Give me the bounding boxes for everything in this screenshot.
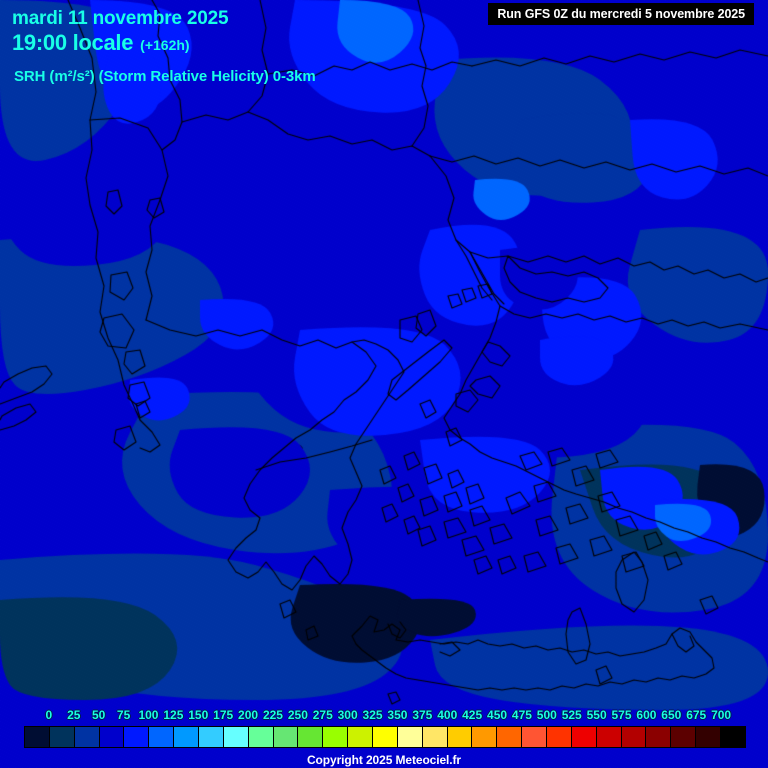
legend-swatch — [248, 727, 274, 747]
legend-tick: 575 — [611, 708, 632, 722]
forecast-time-row: 19:00 locale (+162h) — [12, 30, 190, 56]
color-scale-legend: 0 25 50 75 100 125 150 175 200 225 250 275 300 325 350… — [24, 708, 746, 748]
legend-swatch — [49, 727, 75, 747]
legend-tick: 475 — [511, 708, 532, 722]
legend-swatch — [174, 727, 200, 747]
legend-swatch — [422, 727, 448, 747]
copyright-label: Copyright 2025 Meteociel.fr — [306, 753, 461, 767]
legend-tick: 375 — [412, 708, 433, 722]
legend-swatch — [298, 727, 324, 747]
legend-swatch — [99, 727, 125, 747]
legend-tick: 50 — [92, 708, 106, 722]
legend-tick: 450 — [487, 708, 508, 722]
legend-swatch — [696, 727, 722, 747]
legend-tick: 275 — [312, 708, 333, 722]
model-run-banner: Run GFS 0Z du mercredi 5 novembre 2025 — [488, 3, 754, 25]
legend-tick: 525 — [561, 708, 582, 722]
legend-tick: 675 — [686, 708, 707, 722]
legend-swatch — [671, 727, 697, 747]
legend-swatch — [721, 727, 745, 747]
legend-swatch — [25, 727, 50, 747]
legend-color-bar — [24, 726, 746, 748]
legend-tick: 0 — [45, 708, 53, 722]
legend-swatch — [646, 727, 672, 747]
legend-tick: 700 — [711, 708, 732, 722]
forecast-offset-label: (+162h) — [140, 37, 190, 53]
legend-tick: 225 — [262, 708, 283, 722]
legend-tick: 400 — [437, 708, 458, 722]
legend-swatch — [323, 727, 349, 747]
legend-swatch — [397, 727, 423, 747]
legend-swatch — [621, 727, 647, 747]
legend-tick: 75 — [116, 708, 131, 722]
legend-tick: 500 — [536, 708, 557, 722]
legend-swatch — [497, 727, 523, 747]
legend-tick: 200 — [238, 708, 259, 722]
legend-tick: 25 — [67, 708, 81, 722]
legend-swatch — [348, 727, 374, 747]
legend-swatch — [447, 727, 473, 747]
legend-tick: 350 — [387, 708, 408, 722]
legend-swatch — [373, 727, 398, 747]
legend-tick: 100 — [138, 708, 159, 722]
legend-swatch — [223, 727, 249, 747]
forecast-time-label: 19:00 locale — [12, 30, 134, 55]
legend-tick-labels: 0 25 50 75 100 125 150 175 200 225 250 275 300 325 350… — [24, 708, 746, 726]
legend-swatch — [149, 727, 175, 747]
legend-swatch — [522, 727, 548, 747]
legend-tick: 175 — [213, 708, 234, 722]
legend-swatch — [74, 727, 100, 747]
legend-tick: 125 — [163, 708, 184, 722]
legend-tick: 300 — [337, 708, 358, 722]
legend-tick: 250 — [287, 708, 308, 722]
forecast-date-label: mardi 11 novembre 2025 — [12, 8, 229, 29]
legend-swatch — [124, 727, 150, 747]
legend-tick: 325 — [362, 708, 383, 722]
legend-swatch — [571, 727, 597, 747]
legend-swatch — [547, 727, 572, 747]
legend-tick: 425 — [462, 708, 483, 722]
legend-tick: 650 — [661, 708, 682, 722]
legend-swatch — [596, 727, 622, 747]
legend-swatch — [199, 727, 224, 747]
legend-swatch — [472, 727, 498, 747]
legend-swatch — [273, 727, 299, 747]
legend-tick: 150 — [188, 708, 209, 722]
legend-tick: 550 — [586, 708, 607, 722]
legend-tick: 600 — [636, 708, 657, 722]
parameter-title: SRH (m²/s²) (Storm Relative Helicity) 0-… — [14, 68, 316, 85]
